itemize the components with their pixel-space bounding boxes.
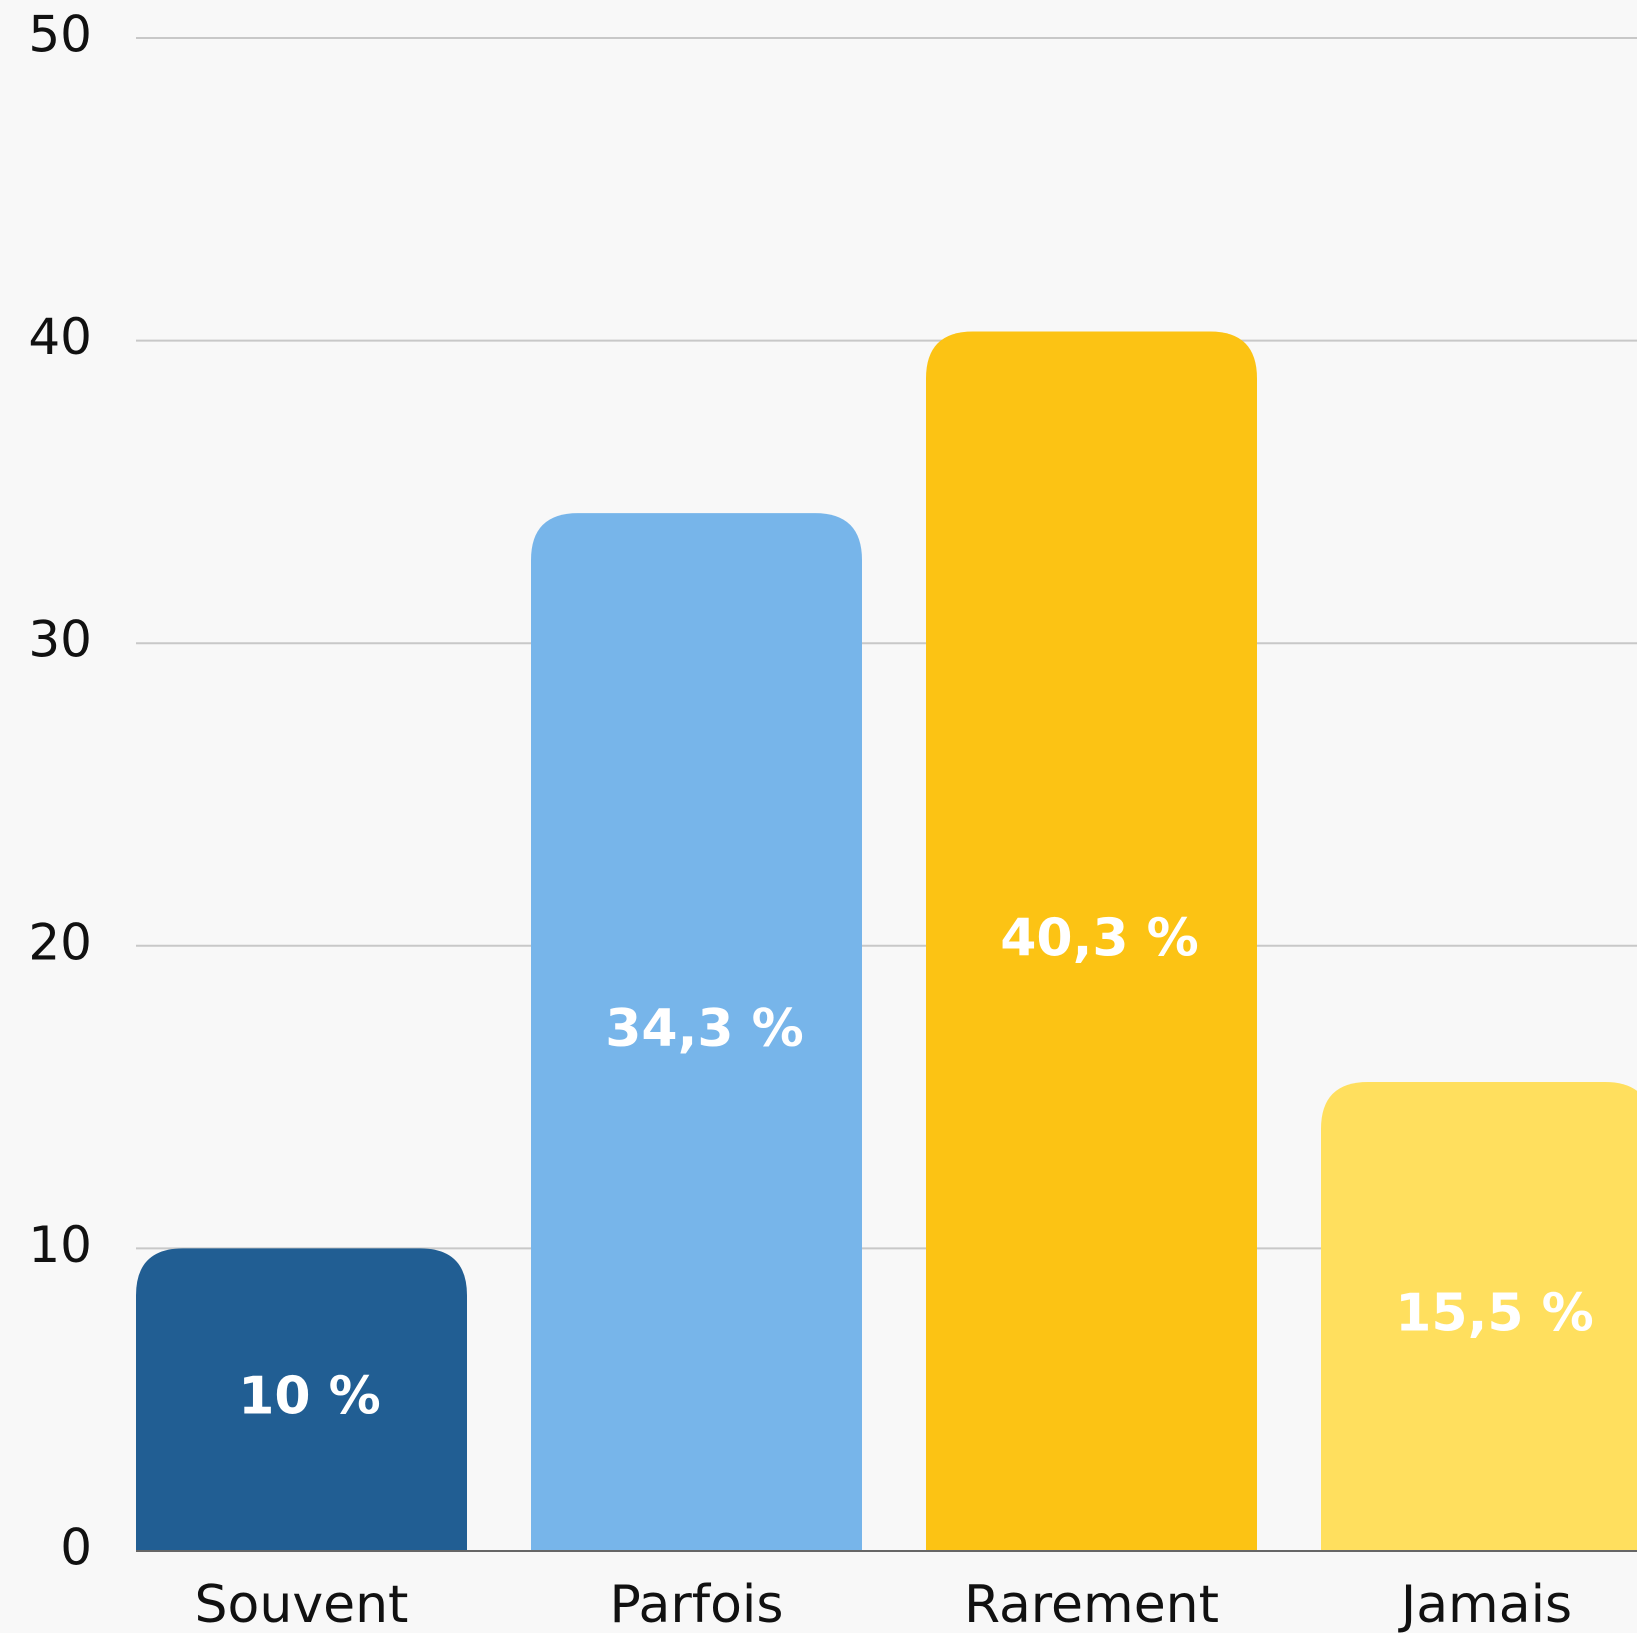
value-label: 34,3 %: [605, 999, 804, 1059]
y-tick-label: 30: [28, 611, 92, 669]
value-label: 15,5 %: [1395, 1283, 1594, 1343]
y-tick-label: 0: [60, 1519, 92, 1577]
x-tick-label: Jamais: [1398, 1575, 1572, 1633]
bar: [531, 513, 862, 1551]
bar: [926, 331, 1257, 1552]
value-label: 40,3 %: [1000, 908, 1199, 968]
bar: [1321, 1081, 1637, 1551]
value-label: 10 %: [238, 1367, 381, 1427]
y-tick-label: 10: [28, 1216, 92, 1274]
y-tick-label: 50: [28, 6, 92, 64]
bar: [136, 1248, 467, 1551]
x-tick-label: Rarement: [964, 1575, 1219, 1633]
y-tick-label: 40: [28, 308, 92, 366]
x-tick-label: Parfois: [610, 1575, 784, 1633]
x-tick-label: Souvent: [195, 1575, 409, 1633]
y-tick-label: 20: [28, 913, 92, 971]
